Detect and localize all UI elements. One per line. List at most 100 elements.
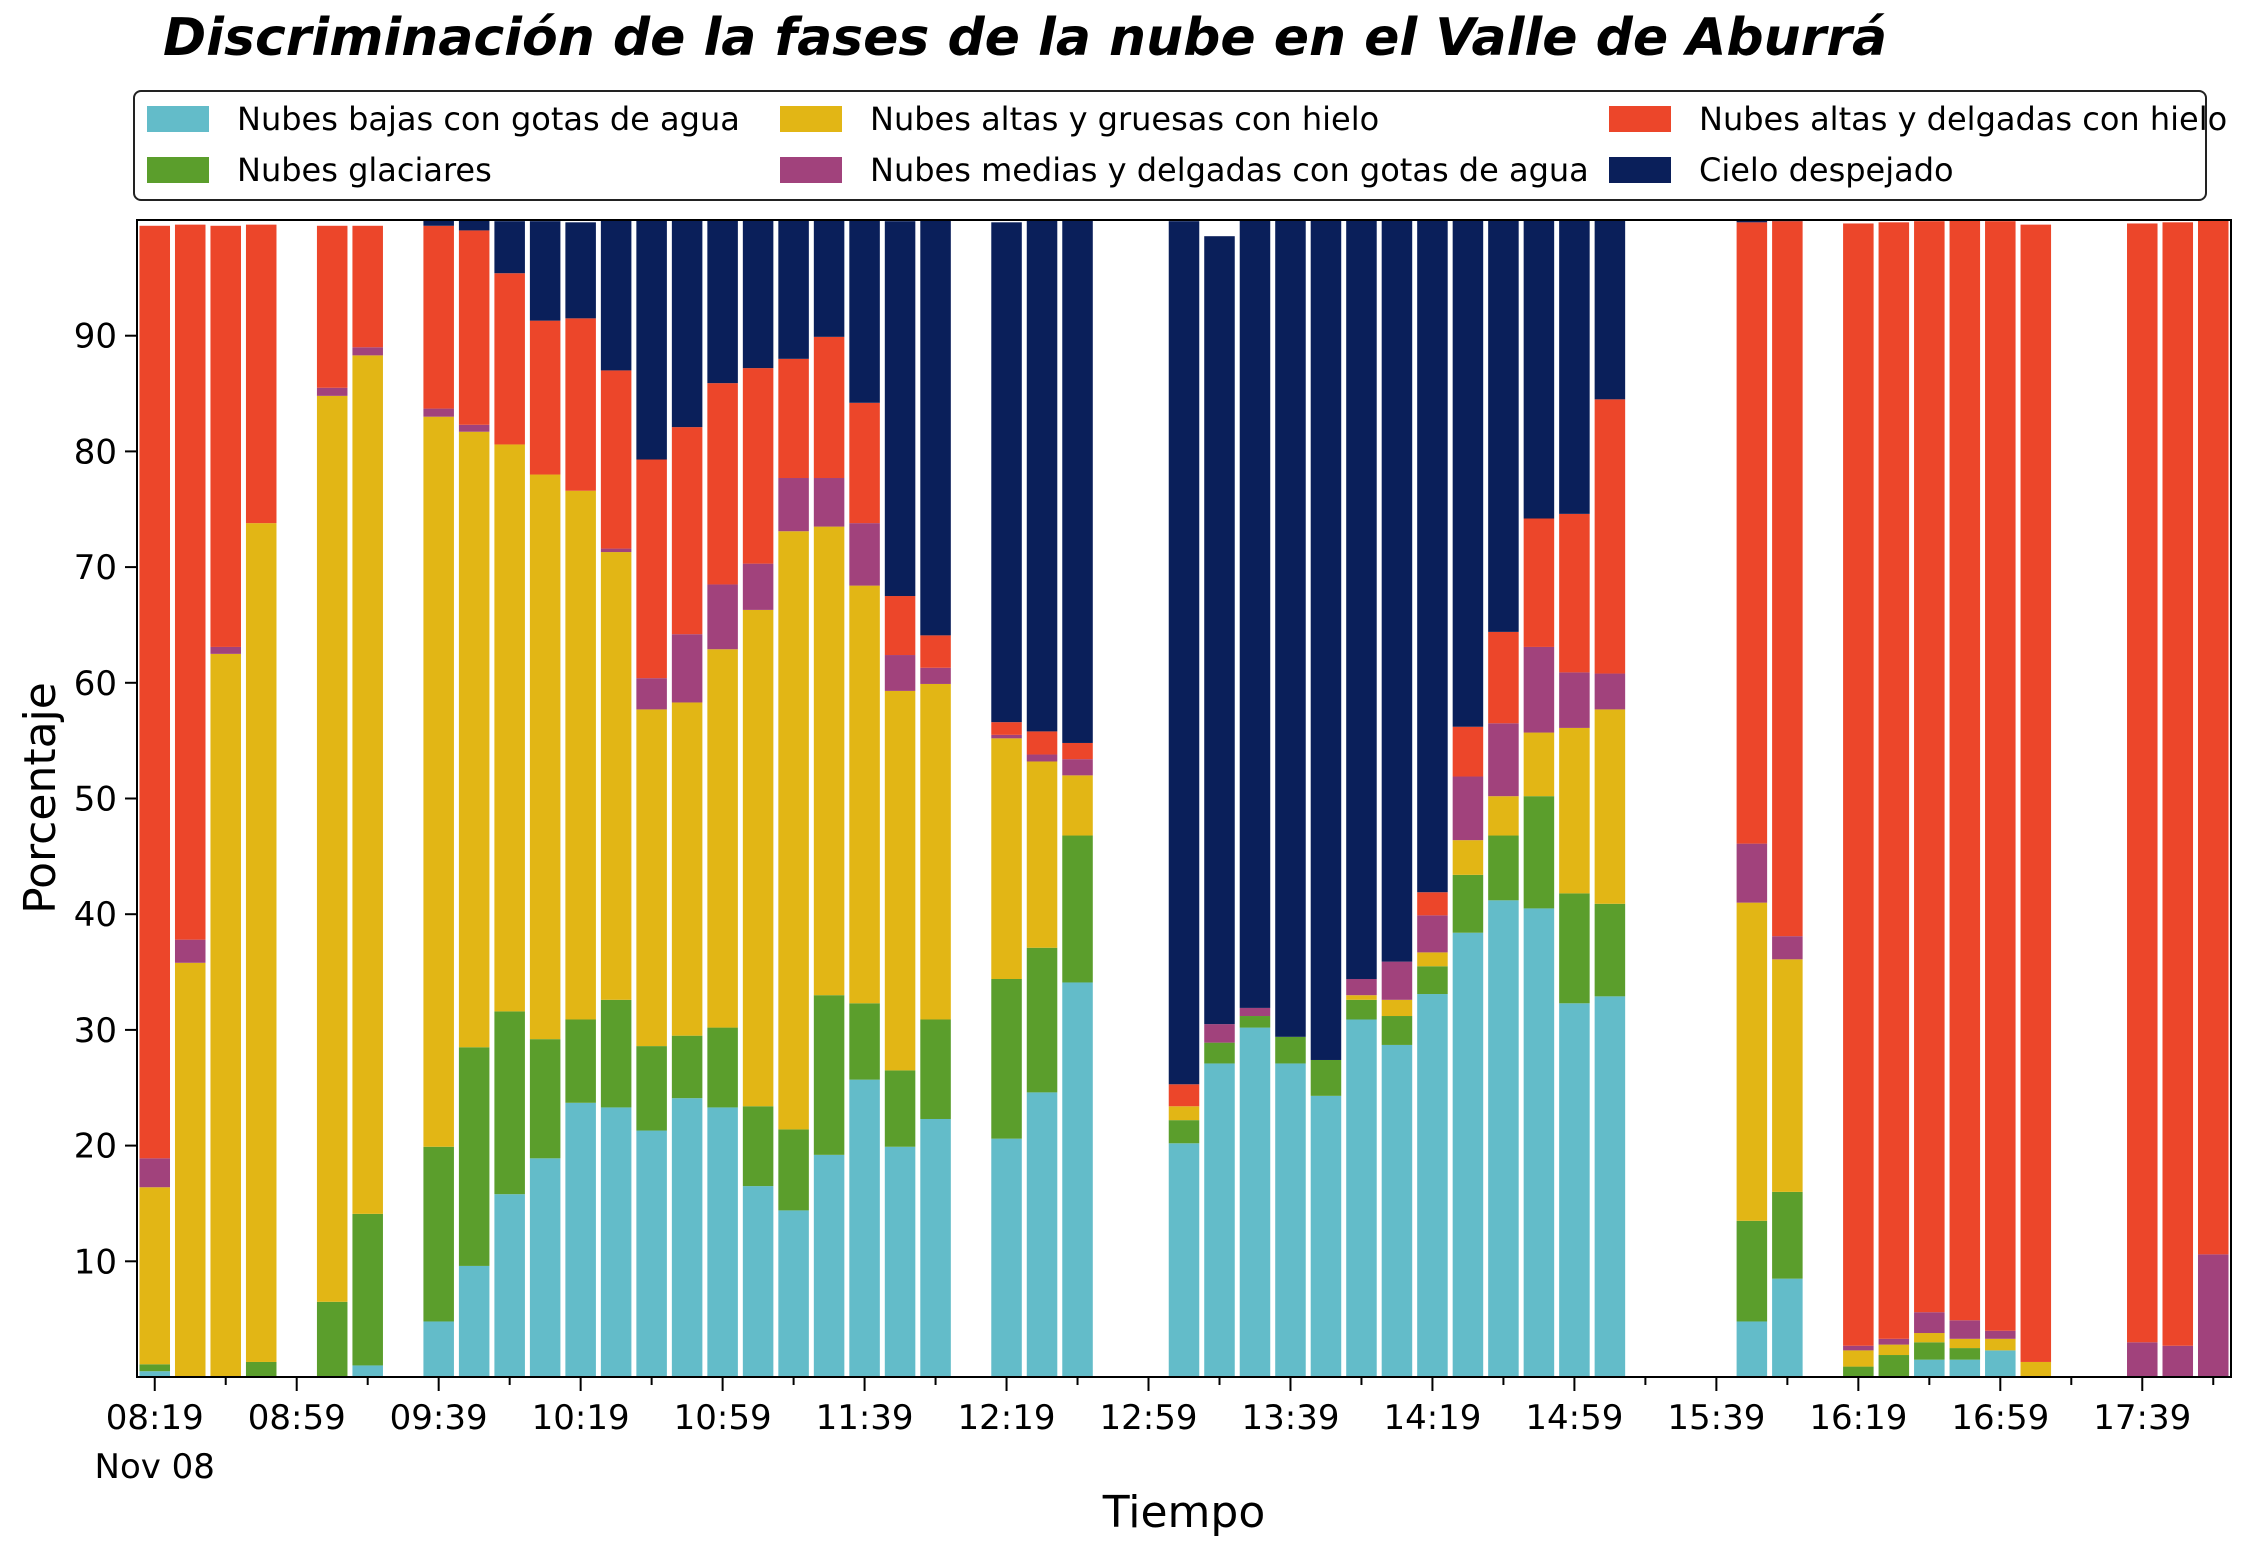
bar-segment-s3-slot36 xyxy=(1417,915,1448,953)
bar-segment-s4-slot39 xyxy=(1523,518,1555,647)
legend-swatch-cielo-despejado xyxy=(1609,157,1671,183)
bar-segment-s5-slot19 xyxy=(813,220,845,337)
legend-item-nubes-glaciares: Nubes glaciares xyxy=(147,150,492,190)
y-tick-label: 50 xyxy=(74,780,117,820)
bar-segment-s1-slot26 xyxy=(1062,835,1093,983)
bar-segment-s4-slot40 xyxy=(1559,513,1590,673)
bar-segment-s3-slot48 xyxy=(1843,1345,1874,1351)
legend-item-nubes-altas-gruesas: Nubes altas y gruesas con hielo xyxy=(780,99,1379,139)
bar-segment-s2-slot41 xyxy=(1594,709,1626,904)
bar-segment-s2-slot10 xyxy=(494,444,525,1012)
bar-segment-s1-slot38 xyxy=(1488,835,1519,901)
bar-segment-s5-slot33 xyxy=(1310,220,1342,1060)
legend-item-cielo-despejado: Cielo despejado xyxy=(1609,150,1954,190)
bar-segment-s3-slot37 xyxy=(1452,776,1484,841)
bar-segment-s5-slot30 xyxy=(1204,236,1235,1025)
bar-segment-s4-slot45 xyxy=(1736,222,1768,844)
bar-segment-s0-slot35 xyxy=(1381,1044,1413,1377)
bar-segment-s5-slot8 xyxy=(423,220,454,226)
bar-segment-s4-slot37 xyxy=(1452,726,1484,777)
bar-segment-s1-slot17 xyxy=(742,1106,774,1187)
legend-label-cielo-despejado: Cielo despejado xyxy=(1699,151,1954,189)
bar-segment-s1-slot48 xyxy=(1843,1366,1874,1377)
bar-segment-s0-slot8 xyxy=(423,1321,454,1377)
bar-segment-s3-slot19 xyxy=(813,478,845,527)
bar-segment-s4-slot21 xyxy=(884,596,916,656)
bar-segment-s2-slot13 xyxy=(600,552,632,1000)
bar-segment-s4-slot49 xyxy=(1878,222,1910,1339)
bar-segment-s1-slot0 xyxy=(139,1364,171,1372)
bar-segment-s2-slot2 xyxy=(210,653,241,1377)
legend-swatch-nubes-altas-delgadas xyxy=(1609,106,1671,132)
bar-segment-s2-slot9 xyxy=(458,431,490,1048)
bar-segment-s1-slot12 xyxy=(565,1019,596,1103)
bar-segment-s4-slot6 xyxy=(352,225,383,348)
x-tick-label: 08:19 xyxy=(106,1398,204,1438)
bar-segment-s4-slot41 xyxy=(1594,399,1626,674)
x-tick-label: 17:39 xyxy=(2093,1398,2191,1438)
bar-segment-s0-slot41 xyxy=(1594,996,1626,1377)
y-tick-label: 60 xyxy=(74,664,117,704)
bar-segment-s2-slot20 xyxy=(849,585,880,1004)
bar-segment-s5-slot24 xyxy=(991,222,1022,723)
legend: Nubes bajas con gotas de agua Nubes glac… xyxy=(133,90,2227,201)
bar-segment-s1-slot20 xyxy=(849,1003,880,1080)
bar-segment-s2-slot12 xyxy=(565,490,596,1020)
bar-segment-s0-slot40 xyxy=(1559,1003,1590,1377)
bar-segment-s5-slot9 xyxy=(458,220,490,231)
bar-segment-s1-slot30 xyxy=(1204,1042,1235,1064)
bar-segment-s4-slot29 xyxy=(1168,1084,1200,1107)
bar-segment-s1-slot34 xyxy=(1346,999,1377,1020)
bar-segment-s1-slot45 xyxy=(1736,1220,1768,1322)
bar-segment-s2-slot36 xyxy=(1417,952,1448,967)
bar-segment-s5-slot18 xyxy=(778,220,809,359)
bar-segment-s3-slot5 xyxy=(316,387,348,396)
bar-segment-s2-slot1 xyxy=(174,962,206,1377)
bar-segment-s3-slot35 xyxy=(1381,961,1413,1000)
bar-segment-s3-slot40 xyxy=(1559,672,1590,728)
bar-segment-s0-slot21 xyxy=(884,1146,916,1377)
bar-segment-s1-slot32 xyxy=(1275,1036,1306,1064)
bar-segment-s0-slot20 xyxy=(849,1079,880,1377)
axes-layer: 10 20 30 40 50 60 70 80 90 08:19 Nov 08 08:59 09:39 1… xyxy=(74,317,2215,1487)
bar-segment-s1-slot21 xyxy=(884,1070,916,1147)
bars-layer xyxy=(139,220,2229,1377)
bar-segment-s4-slot10 xyxy=(494,273,525,445)
bar-segment-s2-slot11 xyxy=(529,474,561,1040)
bar-segment-s4-slot36 xyxy=(1417,892,1448,916)
bar-segment-s0-slot11 xyxy=(529,1158,561,1377)
bar-segment-s3-slot20 xyxy=(849,523,880,586)
bar-segment-s4-slot11 xyxy=(529,320,561,475)
bar-segment-s4-slot15 xyxy=(671,427,703,635)
bar-segment-s0-slot15 xyxy=(671,1098,703,1377)
bar-segment-s1-slot39 xyxy=(1523,796,1555,909)
bar-segment-s2-slot26 xyxy=(1062,775,1093,836)
bar-segment-s0-slot29 xyxy=(1168,1143,1200,1377)
bar-segment-s2-slot37 xyxy=(1452,840,1484,875)
bar-segment-s4-slot13 xyxy=(600,370,632,549)
bar-segment-s3-slot22 xyxy=(920,667,951,684)
legend-swatch-nubes-medias xyxy=(780,157,842,183)
bar-segment-s5-slot31 xyxy=(1239,220,1271,1008)
legend-swatch-nubes-glaciares xyxy=(147,157,209,183)
bar-segment-s2-slot21 xyxy=(884,690,916,1071)
bar-segment-s2-slot39 xyxy=(1523,732,1555,797)
legend-label-nubes-medias: Nubes medias y delgadas con gotas de agu… xyxy=(870,151,1589,189)
bar-segment-s0-slot12 xyxy=(565,1102,596,1377)
bar-segment-s1-slot18 xyxy=(778,1129,809,1211)
x-tick-label: 10:59 xyxy=(674,1398,772,1438)
bar-segment-s0-slot6 xyxy=(352,1365,383,1377)
bar-segment-s0-slot13 xyxy=(600,1107,632,1377)
bar-segment-s5-slot13 xyxy=(600,220,632,371)
bar-segment-s0-slot22 xyxy=(920,1118,951,1377)
bar-segment-s3-slot38 xyxy=(1488,723,1519,797)
x-tick-label: 08:59 xyxy=(248,1398,346,1438)
bar-segment-s4-slot2 xyxy=(210,225,241,647)
bar-segment-s0-slot39 xyxy=(1523,908,1555,1377)
y-tick-label: 90 xyxy=(74,317,117,357)
bar-segment-s5-slot15 xyxy=(671,220,703,428)
bar-segment-s5-slot20 xyxy=(849,220,880,403)
bar-segment-s2-slot25 xyxy=(1026,761,1058,948)
bar-segment-s5-slot10 xyxy=(494,221,525,274)
